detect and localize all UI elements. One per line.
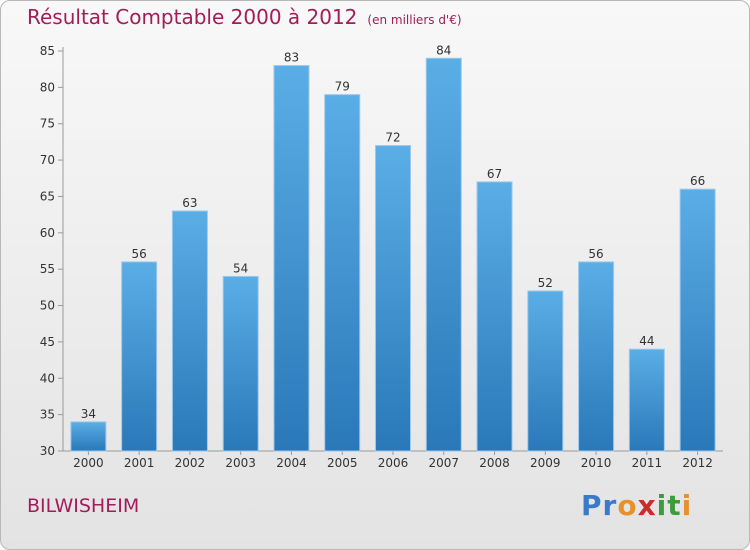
data-label-2001: 56 — [132, 247, 147, 261]
y-tick-label: 80 — [40, 80, 55, 94]
data-label-2008: 67 — [487, 167, 502, 181]
data-label-2012: 66 — [690, 174, 705, 188]
x-tick-label: 2009 — [530, 456, 561, 470]
logo-letter: x — [637, 489, 657, 522]
chart-title-main: Résultat Comptable 2000 à 2012 — [27, 5, 358, 29]
x-tick-label: 2004 — [276, 456, 307, 470]
x-tick-label: 2008 — [479, 456, 510, 470]
bar-2003 — [222, 275, 259, 452]
bar-2007 — [425, 57, 462, 452]
bar-2004 — [273, 65, 310, 452]
y-tick-label: 45 — [40, 335, 55, 349]
data-label-2009: 52 — [538, 276, 553, 290]
data-label-2002: 63 — [182, 196, 197, 210]
logo-letter: r — [602, 489, 618, 522]
data-label-2006: 72 — [385, 131, 400, 145]
bar-series — [70, 57, 716, 452]
commune-name: BILWISHEIM — [27, 495, 140, 517]
y-tick-label: 60 — [40, 226, 55, 240]
x-tick-label: 2005 — [327, 456, 358, 470]
logo-letter: o — [617, 489, 638, 522]
y-tick-label: 35 — [40, 408, 55, 422]
x-tick-label: 2003 — [225, 456, 256, 470]
data-labels: 34 56 63 54 83 79 72 84 67 52 56 44 66 — [81, 43, 706, 421]
y-tick-label: 50 — [40, 299, 55, 313]
proxiti-logo[interactable]: Proxiti — [581, 489, 692, 522]
y-tick-label: 55 — [40, 262, 55, 276]
data-label-2004: 83 — [284, 51, 299, 65]
chart-axes: 30 35 40 45 50 55 60 65 70 75 80 85 2000 2001 2002 2003… — [40, 44, 723, 470]
data-label-2000: 34 — [81, 407, 96, 421]
data-label-2005: 79 — [335, 80, 350, 94]
bar-2008 — [476, 181, 513, 452]
x-tick-label: 2010 — [581, 456, 612, 470]
data-label-2007: 84 — [436, 43, 451, 57]
chart-title: Résultat Comptable 2000 à 2012 (en millie… — [27, 5, 462, 29]
x-tick-label: 2002 — [175, 456, 206, 470]
y-tick-label: 85 — [40, 44, 55, 58]
bar-2001 — [121, 261, 158, 452]
y-tick-label: 65 — [40, 189, 55, 203]
logo-letter: t — [667, 489, 682, 522]
x-tick-label: 2011 — [632, 456, 663, 470]
data-label-2003: 54 — [233, 261, 248, 275]
chart-subtitle: (en milliers d'€) — [367, 13, 462, 27]
bar-2012 — [679, 188, 716, 452]
bar-2000 — [70, 421, 107, 452]
logo-letter: P — [581, 489, 603, 522]
bar-2005 — [324, 94, 361, 452]
x-tick-label: 2001 — [124, 456, 155, 470]
y-tick-label: 30 — [40, 444, 55, 458]
bar-2006 — [375, 145, 411, 452]
y-tick-label: 40 — [40, 371, 55, 385]
x-tick-label: 2000 — [73, 456, 104, 470]
bar-2009 — [527, 290, 564, 452]
y-tick-label: 70 — [40, 153, 55, 167]
x-tick-label: 2007 — [428, 456, 459, 470]
data-label-2010: 56 — [588, 247, 603, 261]
x-tick-label: 2012 — [682, 456, 713, 470]
logo-letter: i — [681, 489, 693, 522]
logo-letter: i — [656, 489, 668, 522]
bar-2010 — [578, 261, 615, 452]
x-tick-label: 2006 — [378, 456, 409, 470]
data-label-2011: 44 — [639, 334, 654, 348]
y-tick-label: 75 — [40, 117, 55, 131]
bar-2011 — [628, 348, 665, 452]
bar-2002 — [171, 210, 208, 452]
